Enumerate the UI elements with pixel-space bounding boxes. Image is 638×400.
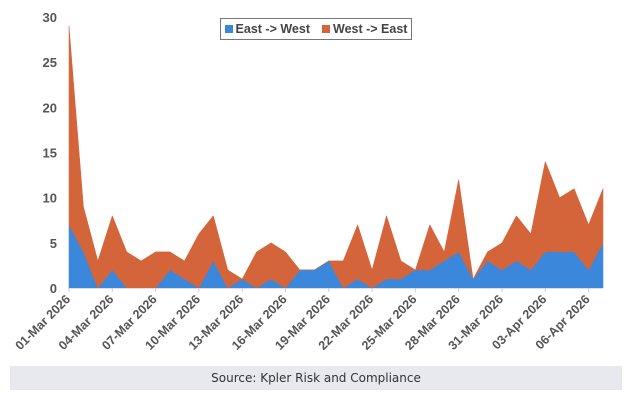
legend: East -> West West -> East <box>220 18 412 40</box>
y-tick-label: 20 <box>43 100 57 115</box>
legend-label: East -> West <box>235 22 310 36</box>
y-tick-label: 0 <box>50 281 57 296</box>
y-tick-label: 5 <box>50 236 57 251</box>
source-caption: Source: Kpler Risk and Compliance <box>10 366 622 390</box>
legend-item-east-west: East -> West <box>224 22 310 36</box>
legend-label: West -> East <box>333 22 408 36</box>
legend-item-west-east: West -> East <box>322 22 407 36</box>
legend-swatch-west-east <box>322 25 330 33</box>
y-tick-label: 25 <box>43 55 57 70</box>
legend-swatch-east-west <box>224 25 233 33</box>
y-tick-label: 30 <box>43 10 57 25</box>
y-tick-label: 15 <box>43 146 57 161</box>
area-series-1 <box>68 26 604 289</box>
y-tick-label: 10 <box>43 191 57 206</box>
